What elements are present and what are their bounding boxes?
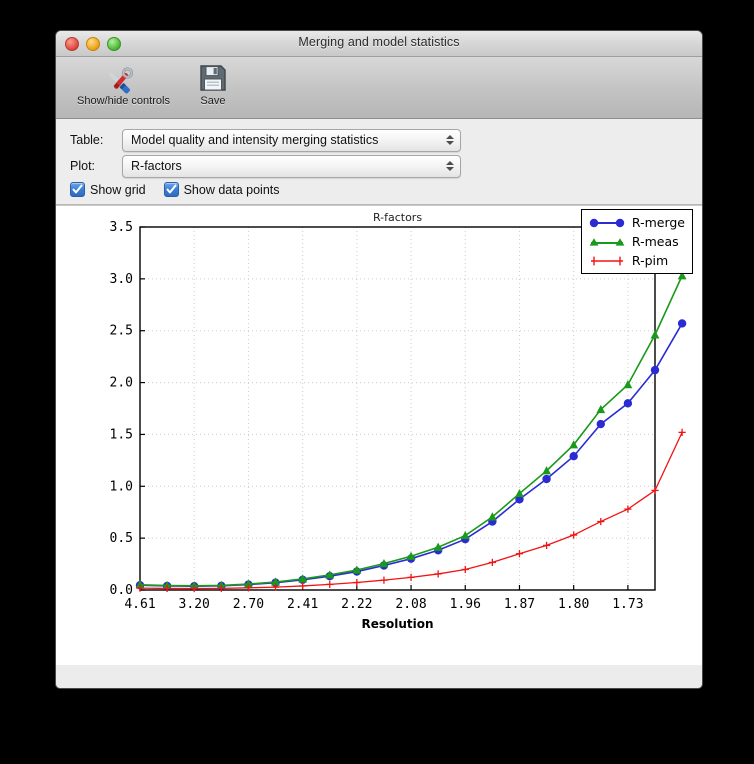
svg-text:3.0: 3.0 xyxy=(110,272,133,287)
legend-item: R-merge xyxy=(587,213,685,232)
svg-text:2.5: 2.5 xyxy=(110,324,133,339)
close-button[interactable] xyxy=(65,37,79,51)
show-hide-controls-label: Show/hide controls xyxy=(77,95,170,107)
svg-text:2.22: 2.22 xyxy=(341,597,372,612)
show-data-points-label: Show data points xyxy=(183,182,280,197)
show-hide-controls-button[interactable]: Show/hide controls xyxy=(72,60,175,107)
chart-legend: R-merge R-meas R-pim xyxy=(580,209,693,274)
checkbox-row: Show grid Show data points xyxy=(56,179,702,197)
minimize-button[interactable] xyxy=(86,37,100,51)
table-label: Table: xyxy=(70,133,104,147)
svg-text:0.0: 0.0 xyxy=(110,583,133,598)
svg-text:1.73: 1.73 xyxy=(612,597,643,612)
chevron-updown-icon xyxy=(446,135,454,145)
svg-text:1.80: 1.80 xyxy=(558,597,589,612)
legend-symbol-r-meas xyxy=(589,237,625,246)
window-title: Merging and model statistics xyxy=(298,35,460,49)
svg-text:2.70: 2.70 xyxy=(233,597,264,612)
table-row: Table: Model quality and intensity mergi… xyxy=(56,127,702,153)
svg-text:1.5: 1.5 xyxy=(110,427,133,442)
plot-row: Plot: R-factors xyxy=(56,153,702,179)
svg-text:3.5: 3.5 xyxy=(110,220,133,235)
show-grid-label: Show grid xyxy=(90,182,146,197)
legend-label-r-merge: R-merge xyxy=(631,215,685,230)
table-select[interactable]: Model quality and intensity merging stat… xyxy=(122,128,461,152)
svg-text:Resolution: Resolution xyxy=(361,617,433,631)
tools-icon xyxy=(106,61,140,94)
plot-select-value: R-factors xyxy=(131,159,182,173)
save-button[interactable]: Save xyxy=(185,60,241,107)
plot-area: R-factors 0.0 0.5 1.0 1.5 2.0 2.5 3.0 3.5 4.61 3.2… xyxy=(56,205,702,665)
svg-text:1.87: 1.87 xyxy=(504,597,535,612)
legend-label-r-meas: R-meas xyxy=(631,234,679,249)
table-select-value: Model quality and intensity merging stat… xyxy=(131,133,379,147)
legend-symbol-r-pim xyxy=(590,256,623,265)
svg-text:0.5: 0.5 xyxy=(110,531,133,546)
plot-label: Plot: xyxy=(70,159,96,173)
legend-item: R-meas xyxy=(587,232,685,251)
show-grid-checkbox[interactable]: Show grid xyxy=(70,182,146,197)
zoom-button[interactable] xyxy=(107,37,121,51)
svg-text:3.20: 3.20 xyxy=(179,597,210,612)
plot-select[interactable]: R-factors xyxy=(122,154,461,178)
svg-text:1.96: 1.96 xyxy=(450,597,481,612)
checkmark-icon xyxy=(70,182,85,197)
svg-text:1.0: 1.0 xyxy=(110,479,133,494)
svg-text:2.08: 2.08 xyxy=(395,597,426,612)
chevron-updown-icon xyxy=(446,161,454,171)
r-factors-chart: R-factors 0.0 0.5 1.0 1.5 2.0 2.5 3.0 3.5 4.61 3.2… xyxy=(110,211,687,631)
svg-text:R-factors: R-factors xyxy=(373,211,422,224)
toolbar: Show/hide controls Save xyxy=(56,57,702,119)
application-window: Merging and model statistics xyxy=(55,30,703,689)
svg-text:4.61: 4.61 xyxy=(124,597,155,612)
svg-text:2.41: 2.41 xyxy=(287,597,318,612)
window-controls xyxy=(65,37,121,51)
legend-item: R-pim xyxy=(587,251,685,270)
legend-label-r-pim: R-pim xyxy=(631,253,669,268)
checkmark-icon xyxy=(163,182,179,197)
show-data-points-checkbox[interactable]: Show data points xyxy=(163,182,280,197)
window-titlebar[interactable]: Merging and model statistics xyxy=(56,31,702,57)
save-label: Save xyxy=(200,95,226,107)
legend-symbol-r-merge xyxy=(589,218,625,227)
controls-panel: Table: Model quality and intensity mergi… xyxy=(56,119,702,205)
floppy-disk-save-icon xyxy=(198,61,228,94)
svg-text:2.0: 2.0 xyxy=(110,376,133,391)
